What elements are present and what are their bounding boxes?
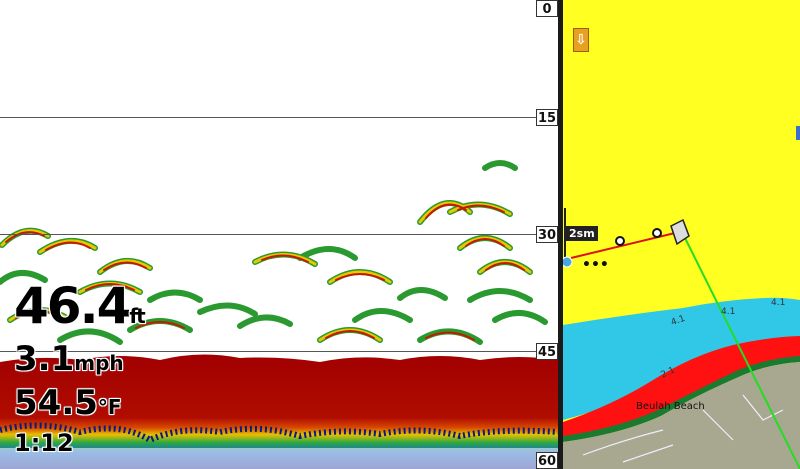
speed-readout: 3.1mph (14, 340, 124, 382)
sonar-view[interactable]: 0 15 30 45 60 46.4ft 3.1mph 54.5°F 1:12 (0, 0, 558, 469)
chart-map-view[interactable]: ⇩ ••• 4.1 4.1 4.1 2.1 (563, 0, 800, 469)
contour-label: 4.1 (771, 298, 786, 308)
time-readout: 1:12 (14, 429, 74, 457)
more-dots[interactable]: ••• (582, 257, 609, 273)
depth-scale-15: 15 (536, 109, 558, 126)
map-graphics (563, 126, 800, 469)
depth-scale-30: 30 (536, 226, 558, 243)
sonar-returns (0, 160, 558, 469)
temperature-readout: 54.5°F (14, 384, 122, 426)
depth-readout: 46.4ft (14, 277, 146, 344)
depth-gridline-30 (0, 234, 536, 235)
depth-gridline-15 (0, 117, 536, 118)
depth-unit: ft (129, 304, 145, 328)
depth-gridline-45 (0, 351, 536, 352)
speed-value: 3.1 (14, 339, 75, 379)
temperature-value: 54.5 (14, 383, 98, 423)
place-label: Beulah Beach (636, 401, 705, 412)
contour-label: 4.1 (721, 307, 736, 317)
depth-scale-45: 45 (536, 343, 558, 360)
map-scale-label: 2sm (566, 226, 598, 241)
temperature-unit: °F (97, 395, 122, 419)
depth-scale-60: 60 (536, 452, 558, 469)
split-divider[interactable] (558, 0, 563, 469)
depth-value: 46.4 (14, 277, 131, 335)
down-arrow-icon[interactable]: ⇩ (573, 28, 589, 52)
speed-unit: mph (74, 351, 124, 375)
depth-scale-0: 0 (536, 0, 558, 17)
